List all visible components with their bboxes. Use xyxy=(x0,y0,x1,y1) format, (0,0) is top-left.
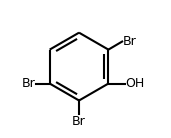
Text: Br: Br xyxy=(72,115,86,128)
Text: Br: Br xyxy=(22,77,36,90)
Text: Br: Br xyxy=(123,35,136,48)
Text: OH: OH xyxy=(125,77,144,90)
